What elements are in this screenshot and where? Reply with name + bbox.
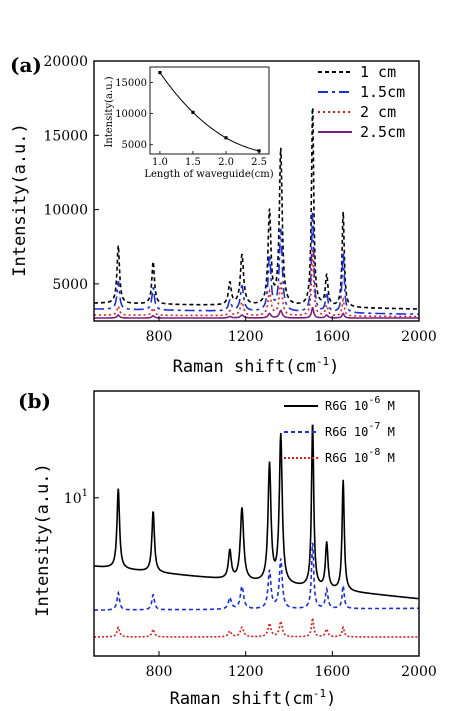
inset-y-tick-label: 10000 <box>115 109 147 120</box>
panel-b-x-tick-label: 2000 <box>401 664 437 680</box>
panel-a-x-axis-label: Raman shift(cm-1) <box>173 355 340 377</box>
inset-point <box>224 136 228 140</box>
panel-a-x-tick-label: 800 <box>146 329 173 345</box>
inset-x-tick-label: 1.0 <box>152 157 168 168</box>
inset-y-tick-label: 15000 <box>115 78 147 89</box>
panel-a-series-line-2 <box>94 212 420 316</box>
panel-a-series-line-1 <box>94 107 419 310</box>
inset-x-ticks: 1.0 1.5 2.0 2.5 <box>152 151 267 168</box>
panel-b-series-line-1 <box>94 424 420 600</box>
panel-a-y-tick-label: 15000 <box>43 128 88 144</box>
panel-a: (a) 800 1200 1600 2000 5000100001500020000 … <box>10 53 437 377</box>
panel-b-frame <box>93 390 420 657</box>
panel-a-x-tick-label: 1200 <box>228 329 264 345</box>
panel-a-label: (a) <box>10 53 42 77</box>
panel-b-label: (b) <box>18 389 51 413</box>
panel-a-y-axis-label: Intensity(a.u.) <box>10 123 30 277</box>
panel-a-x-tick-label: 2000 <box>401 329 437 345</box>
legend-label-1e-6: R6G 10-6 M <box>325 395 395 413</box>
panel-a-y-tick-label: 20000 <box>43 54 88 70</box>
legend-label-2cm: 2 cm <box>360 103 396 121</box>
inset-plot <box>158 70 261 153</box>
inset-fit-curve <box>159 72 260 152</box>
panel-a-y-tick-label: 5000 <box>52 277 88 293</box>
inset-x-tick-label: 2.0 <box>218 157 234 168</box>
panel-b: (b) 800 1200 1600 2000 101 Intensity(a.u.) … <box>18 389 437 709</box>
legend-label-1-5cm: 1.5cm <box>360 83 405 101</box>
panel-b-x-tick-label: 1200 <box>228 664 264 680</box>
inset-x-tick-label: 1.5 <box>185 157 201 168</box>
legend-label-1e-8: R6G 10-8 M <box>325 447 395 465</box>
inset-background <box>150 67 269 154</box>
inset-x-tick-label: 2.5 <box>251 157 267 168</box>
panel-b-x-tick-label: 1600 <box>315 664 351 680</box>
panel-a-inset: 1.0 1.5 2.0 2.5 5000 10000 15000 Intensity(a.… <box>104 66 274 180</box>
panel-a-series-line-4 <box>94 307 419 319</box>
inset-y-ticks: 5000 10000 15000 <box>115 78 153 151</box>
panel-b-x-ticks: 800 1200 1600 2000 <box>146 651 437 680</box>
panel-b-series <box>93 424 420 638</box>
legend-label-1e-7: R6G 10-7 M <box>325 421 395 439</box>
legend-label-2-5cm: 2.5cm <box>360 123 405 141</box>
panel-b-y-ticks: 101 <box>64 488 99 507</box>
panel-b-x-tick-label: 800 <box>146 664 173 680</box>
panel-a-series-line-3 <box>94 249 419 318</box>
inset-y-tick-label: 5000 <box>122 140 147 151</box>
panel-b-y-tick-label: 101 <box>64 488 88 507</box>
panel-a-legend: 1 cm 1.5cm 2 cm 2.5cm <box>318 63 405 141</box>
inset-point <box>191 110 195 114</box>
panel-a-y-tick-label: 10000 <box>43 203 88 219</box>
inset-y-axis-label: Intensity(a.u.) <box>104 76 115 147</box>
panel-b-legend: R6G 10-6 M R6G 10-7 M R6G 10-8 M <box>284 395 395 465</box>
panel-b-series-line-2 <box>93 542 419 611</box>
panel-a-x-tick-label: 1600 <box>315 329 351 345</box>
panel-b-series-line-3 <box>94 617 419 638</box>
inset-point <box>257 149 261 153</box>
panel-b-x-axis-label: Raman shift(cm-1) <box>170 687 337 709</box>
panel-b-y-axis-label: Intensity(a.u.) <box>33 463 53 617</box>
panel-a-frame <box>93 60 420 322</box>
panel-a-y-ticks: 5000 10000 15000 20000 <box>43 54 99 293</box>
panel-a-series <box>94 107 420 319</box>
panel-a-x-ticks: 800 1200 1600 2000 <box>146 316 437 345</box>
inset-point <box>158 70 162 75</box>
inset-frame <box>149 66 270 155</box>
legend-label-1cm: 1 cm <box>360 63 396 81</box>
inset-x-axis-label: Length of waveguide(cm) <box>144 169 273 180</box>
